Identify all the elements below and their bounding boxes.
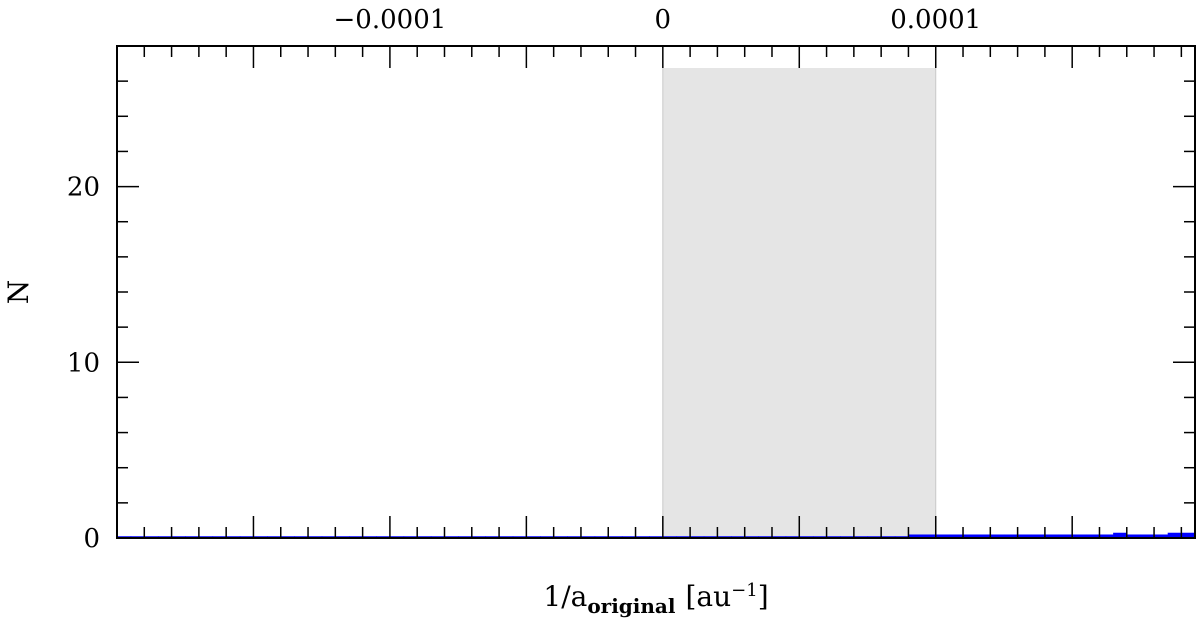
histogram-bar [908, 534, 923, 538]
histogram-bar [1140, 534, 1155, 538]
x-axis-label-unit-exponent: −1 [731, 580, 758, 601]
histogram-bar [1017, 534, 1032, 538]
y-tick-label: 20 [67, 173, 100, 203]
histogram-bar [990, 534, 1005, 538]
histogram-bar [935, 534, 950, 538]
x-tick-label: −0.0001 [334, 5, 447, 35]
histogram-bar [963, 534, 978, 538]
x-axis-label-unit: [au [685, 580, 731, 613]
histogram-bar [1058, 534, 1073, 538]
histogram-bar [976, 534, 991, 538]
x-axis-label: 1/aoriginal [au−1] [543, 580, 768, 618]
histogram-bar [1167, 532, 1182, 538]
axis-ticks [116, 45, 1195, 539]
tick-labels: −0.0001 0 0.0001 0 10 20 [67, 5, 981, 554]
histogram-bar [922, 534, 937, 538]
plot-frame [116, 45, 1196, 539]
histogram-bar [1031, 534, 1046, 538]
x-axis-label-subscript: original [587, 594, 676, 618]
histogram-bar [1099, 534, 1114, 538]
histogram-bar [1044, 534, 1060, 538]
histogram-bar [949, 534, 964, 538]
x-tick-label: 0 [655, 5, 672, 35]
x-axis-label-main: 1/a [543, 580, 587, 613]
histogram-bar [1126, 534, 1142, 538]
histogram-bar [1085, 534, 1101, 538]
histogram-bar [1072, 534, 1087, 538]
shaded-region [662, 68, 936, 538]
y-tick-label: 10 [67, 348, 100, 378]
y-axis-label: N [2, 280, 35, 305]
x-axis-label-unit-close: ] [758, 580, 769, 613]
histogram-bar [1181, 532, 1196, 538]
histogram-bar [1113, 532, 1128, 538]
y-tick-label: 0 [83, 524, 100, 554]
histogram-bar [1154, 534, 1169, 538]
x-tick-label: 0.0001 [890, 5, 981, 35]
histogram-bar [1003, 534, 1019, 538]
